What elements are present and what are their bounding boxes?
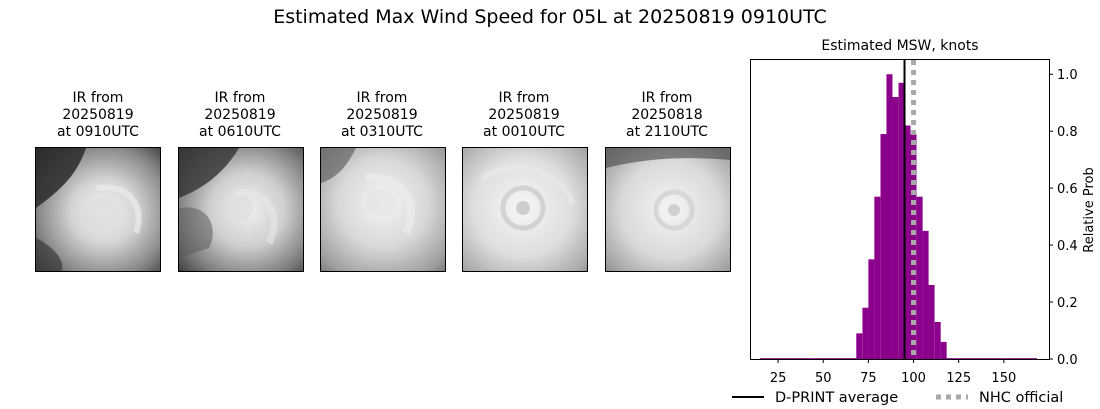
- legend-label: NHC official: [979, 390, 1063, 406]
- histogram-bar: [772, 358, 779, 359]
- histogram-bar: [970, 358, 977, 359]
- ir-panel-title-line: at 0610UTC: [199, 124, 281, 140]
- ir-panel-title-line: 20250819: [488, 107, 560, 123]
- histogram-bar: [760, 358, 767, 359]
- ir-panel-title-line: IR from: [498, 90, 550, 106]
- histogram-bar: [1024, 358, 1031, 359]
- plot-area-frame: [750, 59, 1050, 360]
- histogram-bar: [982, 358, 989, 359]
- histogram-bar: [862, 307, 869, 359]
- histogram-bar: [994, 358, 1001, 359]
- histogram-bar: [976, 358, 983, 359]
- histogram-bar: [1018, 358, 1025, 359]
- ir-satellite-image: [178, 147, 304, 272]
- y-axis-label: Relative Prob: [1082, 167, 1097, 252]
- ir-panel-title-line: 20250818: [631, 107, 703, 123]
- histogram-bar: [916, 196, 923, 359]
- ir-panel-title-line: 20250819: [62, 107, 134, 123]
- histogram-bar: [964, 358, 971, 359]
- histogram-bar: [1012, 358, 1019, 359]
- histogram-bar: [1006, 358, 1013, 359]
- ir-panel-title: IR from 20250819 at 0610UTC: [170, 90, 310, 141]
- histogram-bar: [934, 321, 941, 359]
- ir-panel-title-line: IR from: [641, 90, 693, 106]
- y-tick-label: 1.0: [1057, 68, 1078, 83]
- x-tick-label: 50: [815, 371, 832, 386]
- y-tick-label: 0.6: [1057, 182, 1078, 197]
- histogram-bar: [910, 134, 917, 359]
- histogram-bar: [850, 358, 857, 359]
- x-tick-label: 75: [860, 371, 877, 386]
- ir-panel-title: IR from 20250819 at 0910UTC: [28, 90, 168, 141]
- histogram-bar: [856, 333, 863, 359]
- y-tick-label: 0.8: [1057, 125, 1078, 140]
- histogram-bar: [946, 358, 953, 359]
- y-tick-label: 0.4: [1057, 239, 1078, 254]
- histogram-bar: [958, 358, 965, 359]
- ir-satellite-image: [320, 147, 446, 272]
- ir-panel-title: IR from 20250819 at 0010UTC: [454, 90, 594, 141]
- y-tick-label: 0.0: [1057, 353, 1078, 368]
- histogram-bar: [814, 358, 821, 359]
- chart-title: Estimated MSW, knots: [821, 38, 978, 54]
- x-tick-label: 125: [946, 371, 971, 386]
- figure-title: Estimated Max Wind Speed for 05L at 2025…: [273, 6, 827, 28]
- histogram-bar: [796, 358, 803, 359]
- histogram-bar: [886, 74, 893, 359]
- histogram-bar: [826, 358, 833, 359]
- ir-panel-title-line: 20250819: [346, 107, 418, 123]
- ir-panel-title: IR from 20250818 at 2110UTC: [597, 90, 737, 141]
- ir-satellite-image: [462, 147, 588, 272]
- histogram-bar: [765, 358, 773, 359]
- histogram-bar: [940, 341, 947, 359]
- ir-panel-title-line: at 0310UTC: [341, 124, 423, 140]
- histogram-bar: [790, 358, 797, 359]
- histogram-bar: [802, 358, 809, 359]
- ir-panel-title-line: IR from: [356, 90, 408, 106]
- histogram-bar: [844, 358, 851, 359]
- histogram-bar: [952, 358, 959, 359]
- ir-panel-title-line: at 0910UTC: [57, 124, 139, 140]
- ir-panel-title-line: 20250819: [204, 107, 276, 123]
- histogram-bar: [898, 82, 905, 360]
- ir-panel-title-line: IR from: [214, 90, 266, 106]
- histogram-bar: [838, 358, 845, 359]
- histogram-bar: [874, 196, 881, 359]
- histogram-bar: [832, 358, 839, 359]
- histogram-bar: [880, 134, 887, 359]
- histogram-bar: [778, 358, 785, 359]
- histogram-bar: [784, 358, 791, 359]
- ir-satellite-image: [605, 147, 731, 272]
- histogram-bar: [904, 125, 911, 359]
- histogram-bar: [868, 259, 875, 359]
- histogram-bar: [922, 230, 929, 359]
- x-tick-label: 25: [770, 371, 787, 386]
- ir-panel-title-line: at 2110UTC: [626, 124, 708, 140]
- ir-panel-title: IR from 20250819 at 0310UTC: [312, 90, 452, 141]
- histogram-bar: [1030, 358, 1037, 359]
- histogram-bar: [1000, 358, 1007, 359]
- ir-satellite-image: [35, 147, 161, 272]
- histogram-bar: [808, 358, 815, 359]
- ir-panel-title-line: at 0010UTC: [483, 124, 565, 140]
- x-tick-label: 150: [991, 371, 1016, 386]
- ir-panel-title-line: IR from: [72, 90, 124, 106]
- histogram-bar: [892, 97, 899, 360]
- histogram-bar: [820, 358, 827, 359]
- histogram-bar: [988, 358, 995, 359]
- legend-label: D-PRINT average: [775, 390, 898, 406]
- histogram-bar: [928, 284, 935, 359]
- x-tick-label: 100: [901, 371, 926, 386]
- y-tick-label: 0.2: [1057, 296, 1078, 311]
